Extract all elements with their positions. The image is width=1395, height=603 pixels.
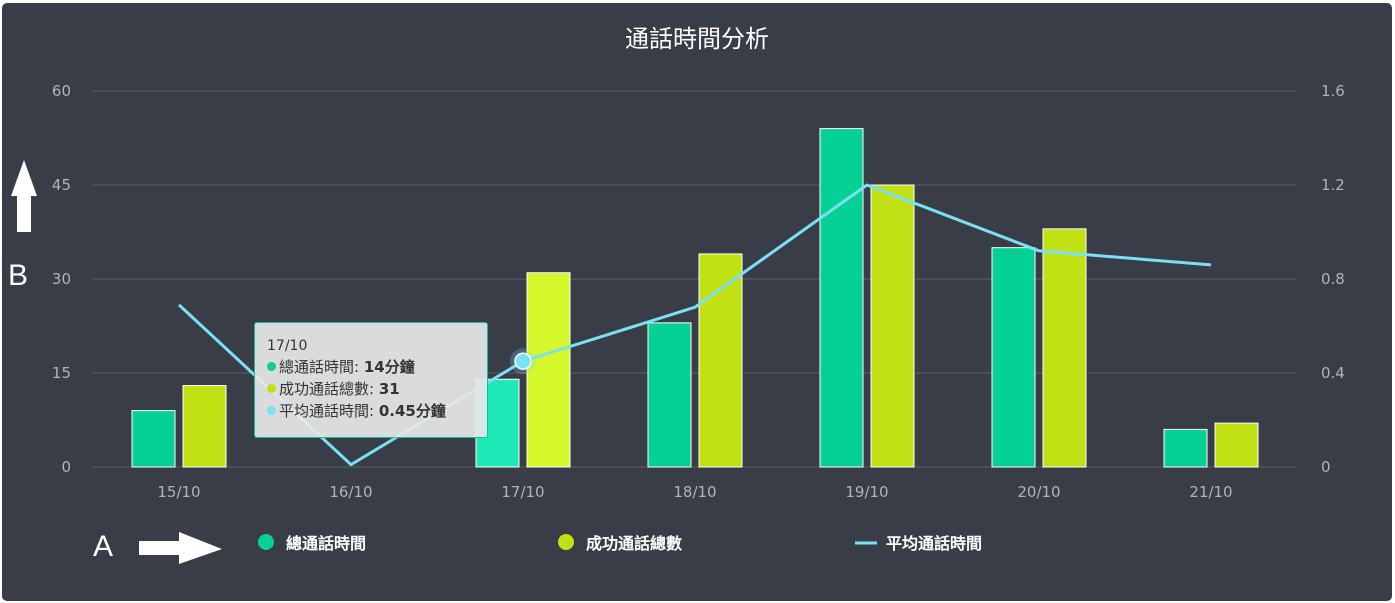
tooltip-dot-avg-time [267, 406, 276, 415]
x-tick-label: 17/10 [501, 483, 544, 501]
tooltip-label-success-count: 成功通話總數 [279, 380, 370, 398]
up-arrow-icon [11, 160, 37, 232]
y-left-tick-label: 45 [52, 176, 71, 194]
legend-label: 總通話時間 [286, 534, 366, 553]
x-tick-label: 18/10 [673, 483, 716, 501]
tooltip-dot-total-time [267, 362, 276, 371]
bar-success-count [526, 272, 571, 468]
legend-marker-success-count [558, 534, 574, 550]
tooltip-row-total-time: 總通話時間: 14分鐘 [267, 356, 477, 378]
tooltip-row-avg-time: 平均通話時間: 0.45分鐘 [267, 400, 477, 422]
annotation-label-a: A [93, 530, 114, 563]
line-point-highlight [514, 352, 532, 370]
tooltip-label-avg-time: 平均通話時間 [279, 402, 370, 420]
y-left-tick-label: 30 [52, 270, 71, 288]
tooltip-date: 17/10 [267, 338, 308, 354]
tooltip-label-total-time: 總通話時間 [279, 358, 355, 376]
tooltip-row-success-count: 成功通話總數: 31 [267, 378, 477, 400]
x-tick-label: 19/10 [845, 483, 888, 501]
annotation-label-b: B [8, 259, 29, 292]
legend-marker-total-time [258, 534, 274, 550]
legend-label: 成功通話總數 [586, 534, 682, 553]
chart-tooltip: 17/10 總通話時間: 14分鐘 成功通話總數: 31 平均通話時間: 0.4… [254, 322, 488, 438]
tooltip-value-success-count: 31 [378, 380, 400, 398]
bar-total-time [991, 247, 1036, 468]
y-right-tick-label: 0.4 [1321, 364, 1345, 382]
x-tick-label: 16/10 [329, 483, 372, 501]
x-tick-label: 21/10 [1189, 483, 1232, 501]
x-tick-label: 20/10 [1017, 483, 1060, 501]
bar-success-count [1214, 422, 1259, 468]
bar-total-time [647, 322, 692, 468]
y-right-tick-label: 1.2 [1321, 176, 1345, 194]
bar-success-count [182, 385, 227, 468]
line-avg-time [177, 183, 1212, 467]
chart-panel [2, 3, 1392, 601]
tooltip-value-total-time: 14分鐘 [363, 358, 415, 376]
y-left-tick-label: 60 [52, 82, 71, 100]
bar-success-count [870, 184, 915, 468]
bar-total-time [819, 128, 864, 468]
bar-success-count [698, 253, 743, 468]
chart-title: 通話時間分析 [625, 25, 769, 53]
tooltip-dot-success-count [267, 384, 276, 393]
y-right-tick-label: 1.6 [1321, 82, 1345, 100]
right-arrow-icon [139, 532, 222, 564]
x-tick-label: 15/10 [157, 483, 200, 501]
y-left-tick-label: 15 [52, 364, 71, 382]
bar-success-count [1042, 228, 1087, 468]
legend-label: 平均通話時間 [886, 534, 982, 553]
y-left-tick-label: 0 [61, 458, 71, 476]
bar-total-time [131, 410, 176, 468]
y-right-tick-label: 0 [1321, 458, 1331, 476]
y-right-tick-label: 0.8 [1321, 270, 1345, 288]
tooltip-value-avg-time: 0.45分鐘 [378, 402, 446, 420]
bar-total-time [1163, 428, 1208, 468]
